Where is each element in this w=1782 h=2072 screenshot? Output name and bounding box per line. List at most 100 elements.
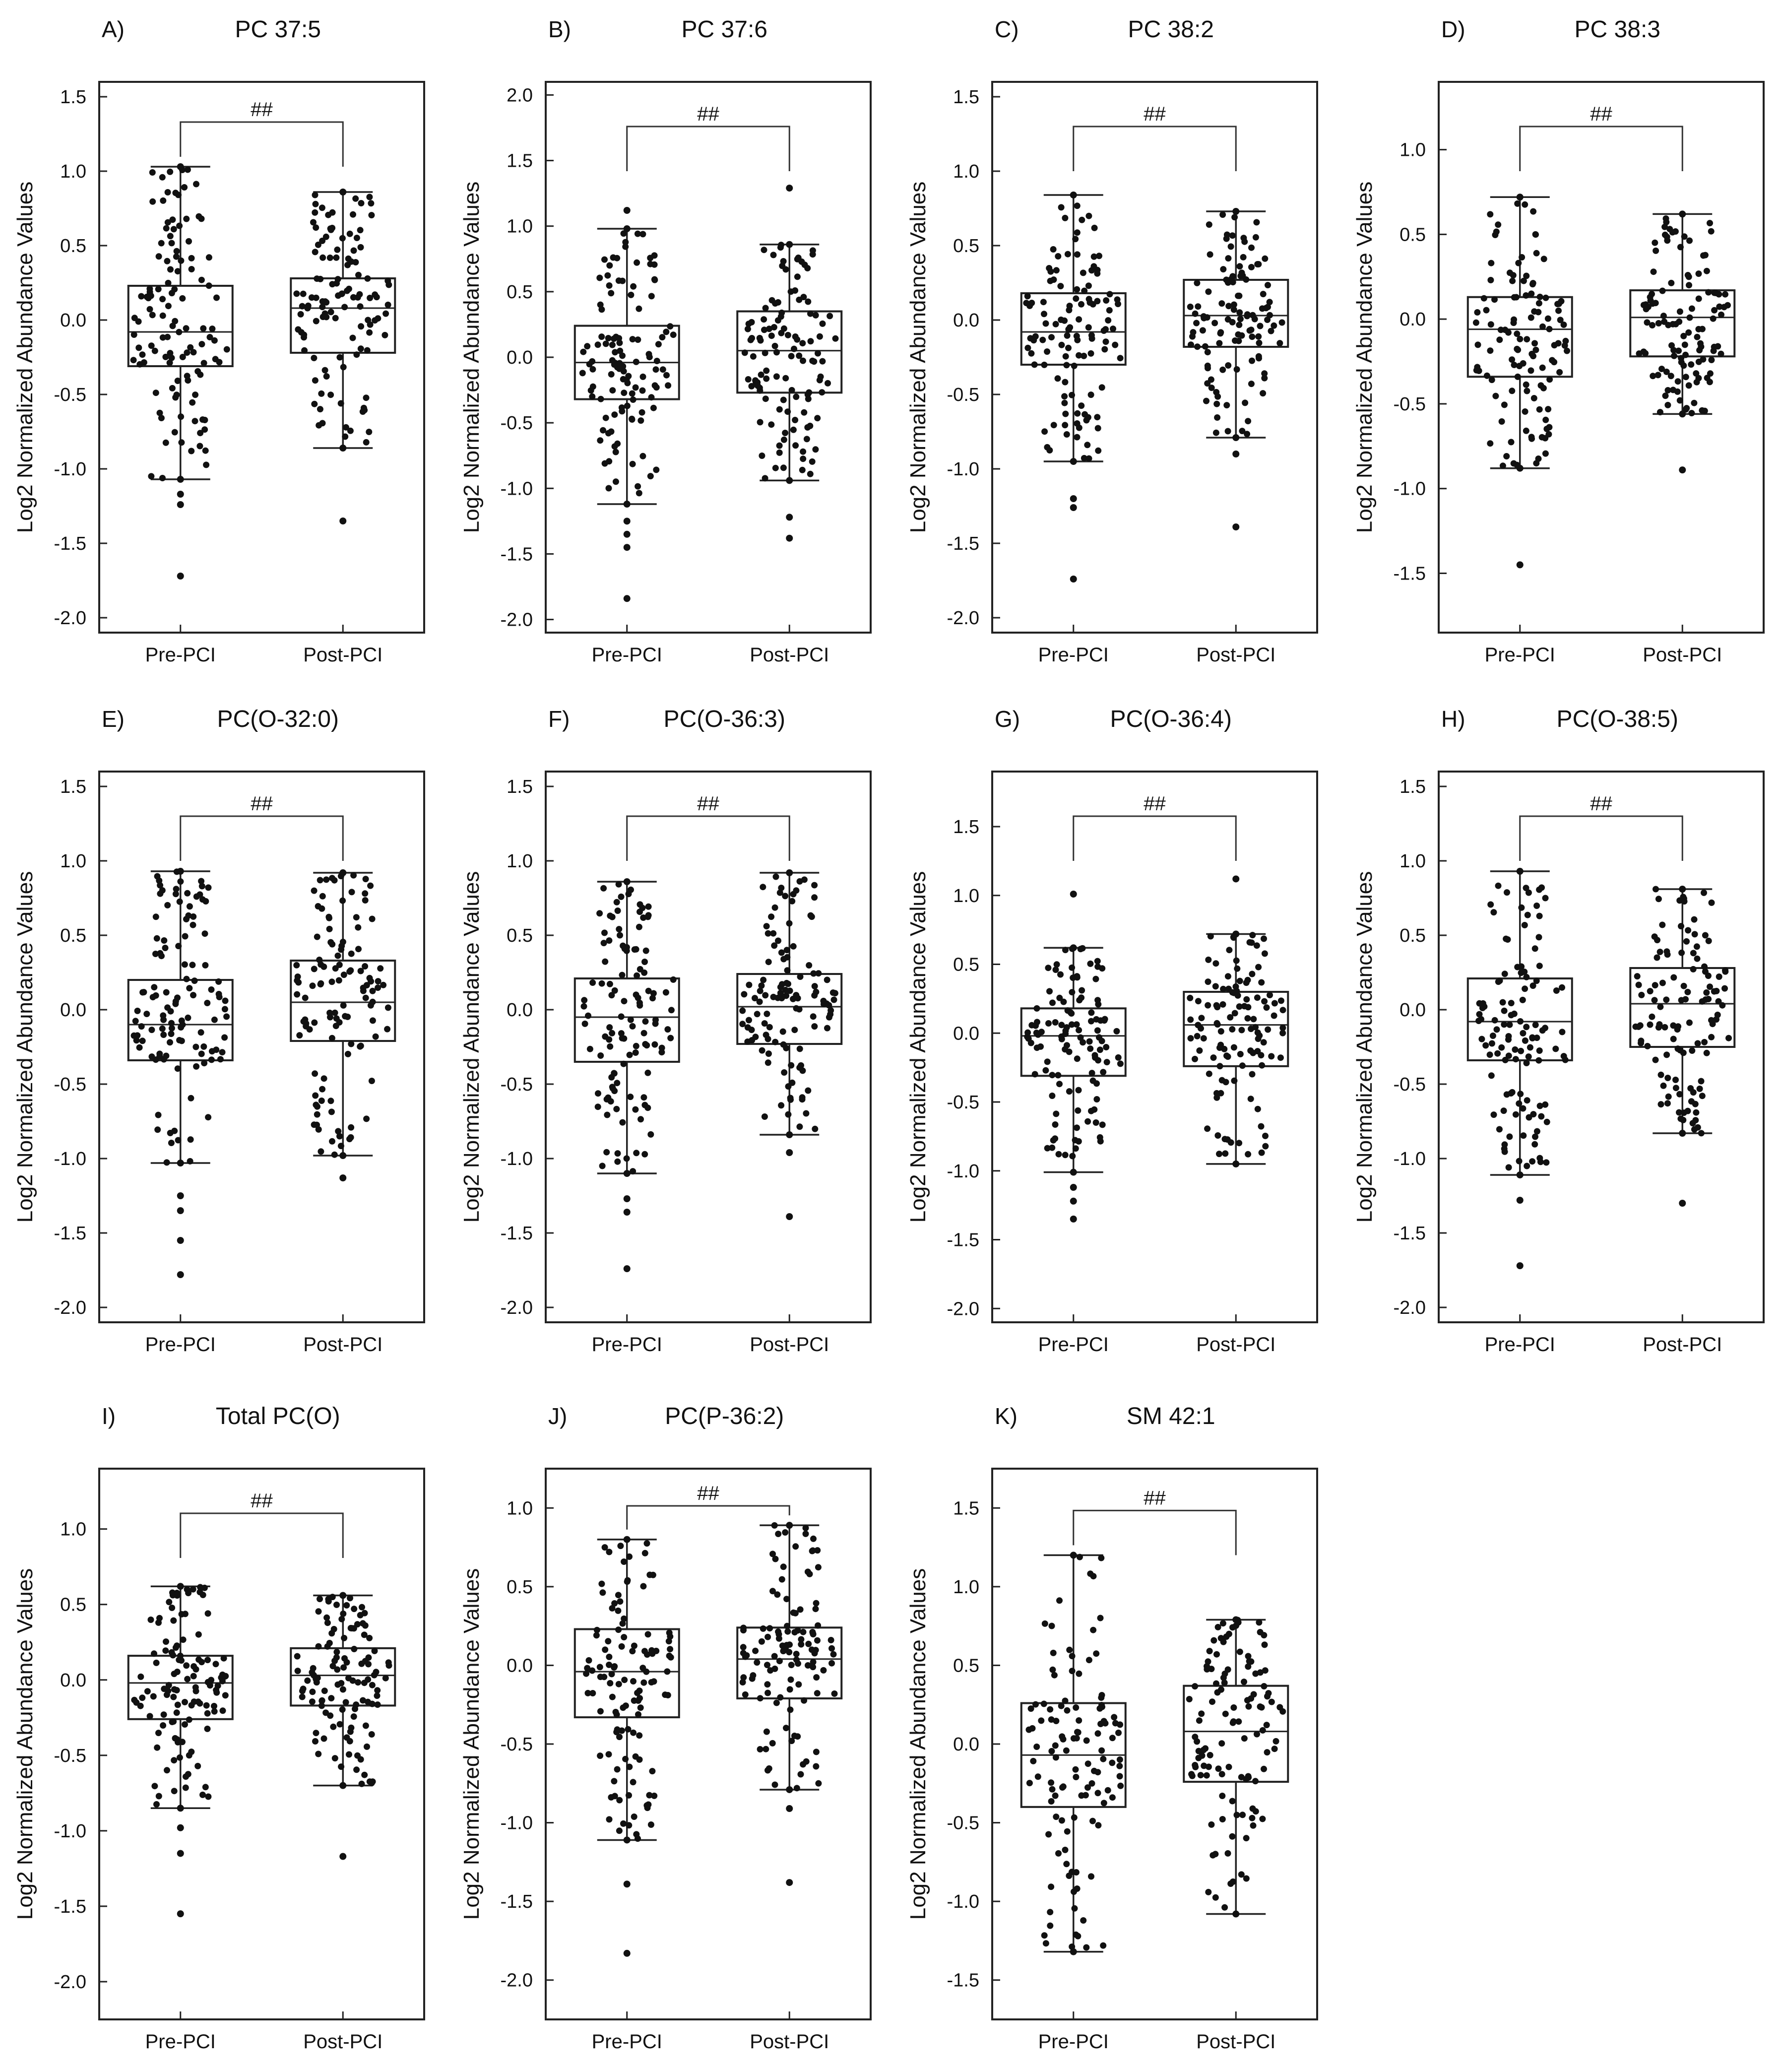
sample-point bbox=[1490, 1111, 1497, 1118]
sample-point bbox=[615, 881, 622, 888]
sample-point bbox=[1030, 1757, 1037, 1764]
sample-point bbox=[1725, 1035, 1732, 1041]
sample-point bbox=[760, 884, 766, 891]
sample-point bbox=[350, 211, 356, 218]
sample-point bbox=[1700, 252, 1707, 259]
sample-point bbox=[811, 983, 818, 990]
sample-point bbox=[221, 1006, 228, 1013]
sample-point bbox=[189, 962, 196, 969]
sample-point bbox=[162, 353, 169, 360]
sample-point bbox=[1556, 369, 1563, 376]
sample-point bbox=[1110, 325, 1116, 332]
sample-point bbox=[1097, 1017, 1104, 1024]
sample-point bbox=[1053, 1813, 1060, 1820]
sample-point bbox=[311, 887, 318, 894]
sample-point bbox=[163, 225, 170, 232]
sample-point bbox=[1674, 1045, 1681, 1052]
sample-point bbox=[640, 914, 647, 921]
sample-point bbox=[1528, 290, 1535, 297]
sample-point bbox=[765, 1050, 772, 1057]
sample-point bbox=[1659, 921, 1666, 928]
sample-point bbox=[1703, 267, 1710, 274]
sample-point bbox=[597, 1052, 604, 1059]
sample-point bbox=[1249, 1814, 1256, 1821]
sample-point bbox=[1186, 1696, 1193, 1702]
sample-point bbox=[1492, 232, 1499, 238]
sample-point bbox=[1048, 1622, 1055, 1629]
sample-point bbox=[1222, 1150, 1229, 1157]
sample-point bbox=[311, 1019, 318, 1026]
sample-point bbox=[1719, 1002, 1726, 1009]
sample-point bbox=[1650, 373, 1656, 380]
sample-point bbox=[665, 382, 672, 389]
sample-point bbox=[219, 1707, 226, 1714]
sample-point bbox=[775, 1635, 782, 1642]
sample-point bbox=[144, 1688, 151, 1695]
sample-point bbox=[630, 1678, 636, 1684]
sample-point bbox=[605, 335, 612, 341]
sample-point bbox=[1104, 1787, 1111, 1794]
sample-point bbox=[163, 1052, 170, 1059]
sample-point bbox=[1505, 1164, 1512, 1171]
y-tick-label: 1.0 bbox=[60, 851, 86, 872]
sample-point bbox=[1520, 360, 1527, 367]
sample-point bbox=[636, 305, 642, 312]
sample-point bbox=[1069, 964, 1076, 971]
sample-point bbox=[786, 1786, 793, 1793]
sample-point bbox=[1516, 194, 1524, 201]
sample-point bbox=[616, 1734, 623, 1741]
sample-point bbox=[633, 358, 639, 365]
sample-point bbox=[1076, 316, 1082, 323]
sample-point bbox=[1057, 971, 1064, 978]
sample-point bbox=[299, 1693, 306, 1700]
sample-point bbox=[174, 1065, 181, 1072]
sample-point bbox=[617, 347, 624, 354]
sample-point bbox=[1198, 1015, 1205, 1022]
iqr-box bbox=[736, 310, 843, 394]
sample-point bbox=[1112, 341, 1119, 348]
sample-point bbox=[1219, 211, 1226, 218]
sample-point bbox=[190, 992, 196, 999]
y-tick-label: -1.0 bbox=[1394, 479, 1426, 500]
outlier-point bbox=[623, 518, 631, 525]
sample-point bbox=[1074, 229, 1081, 236]
plot-frame bbox=[545, 81, 872, 634]
sample-point bbox=[1066, 307, 1073, 314]
sample-point bbox=[1074, 434, 1081, 441]
sample-point bbox=[1024, 1029, 1031, 1036]
sample-point bbox=[1209, 1698, 1215, 1705]
sample-point bbox=[140, 989, 147, 996]
sample-point bbox=[304, 305, 311, 312]
sample-point bbox=[1254, 1105, 1261, 1112]
y-tick-label: -2.0 bbox=[1394, 1297, 1426, 1318]
sample-point bbox=[1546, 325, 1553, 332]
sample-point bbox=[169, 1589, 176, 1596]
sample-point bbox=[586, 1045, 593, 1052]
sample-point bbox=[146, 1713, 153, 1720]
sample-point bbox=[164, 219, 171, 226]
sample-point bbox=[1520, 1105, 1527, 1112]
sample-point bbox=[778, 329, 785, 336]
sample-point bbox=[637, 1704, 644, 1711]
panel-letter: C) bbox=[995, 16, 1019, 42]
sample-point bbox=[639, 1665, 646, 1672]
significance-bracket bbox=[1073, 126, 1237, 171]
sample-point bbox=[754, 1659, 761, 1666]
sample-point bbox=[1071, 362, 1078, 369]
sample-point bbox=[1529, 1158, 1536, 1165]
sample-point bbox=[815, 970, 822, 977]
sample-point bbox=[652, 1020, 659, 1027]
sample-point bbox=[360, 1697, 366, 1704]
sample-point bbox=[813, 988, 820, 995]
sample-point bbox=[137, 1673, 144, 1680]
x-category-label: Pre-PCI bbox=[1038, 1334, 1109, 1356]
sample-point bbox=[1508, 1012, 1515, 1019]
sample-point bbox=[796, 1045, 803, 1052]
sample-point bbox=[1213, 400, 1220, 407]
sample-point bbox=[167, 266, 174, 273]
y-tick-label: -1.0 bbox=[54, 459, 86, 480]
sample-point bbox=[1099, 1121, 1106, 1128]
sample-point bbox=[1528, 435, 1535, 442]
sample-point bbox=[1689, 1047, 1696, 1054]
x-category-label: Post-PCI bbox=[750, 1334, 829, 1356]
